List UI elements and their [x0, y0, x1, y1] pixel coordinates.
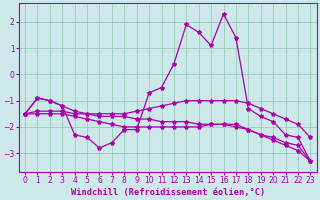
X-axis label: Windchill (Refroidissement éolien,°C): Windchill (Refroidissement éolien,°C) — [71, 188, 265, 197]
